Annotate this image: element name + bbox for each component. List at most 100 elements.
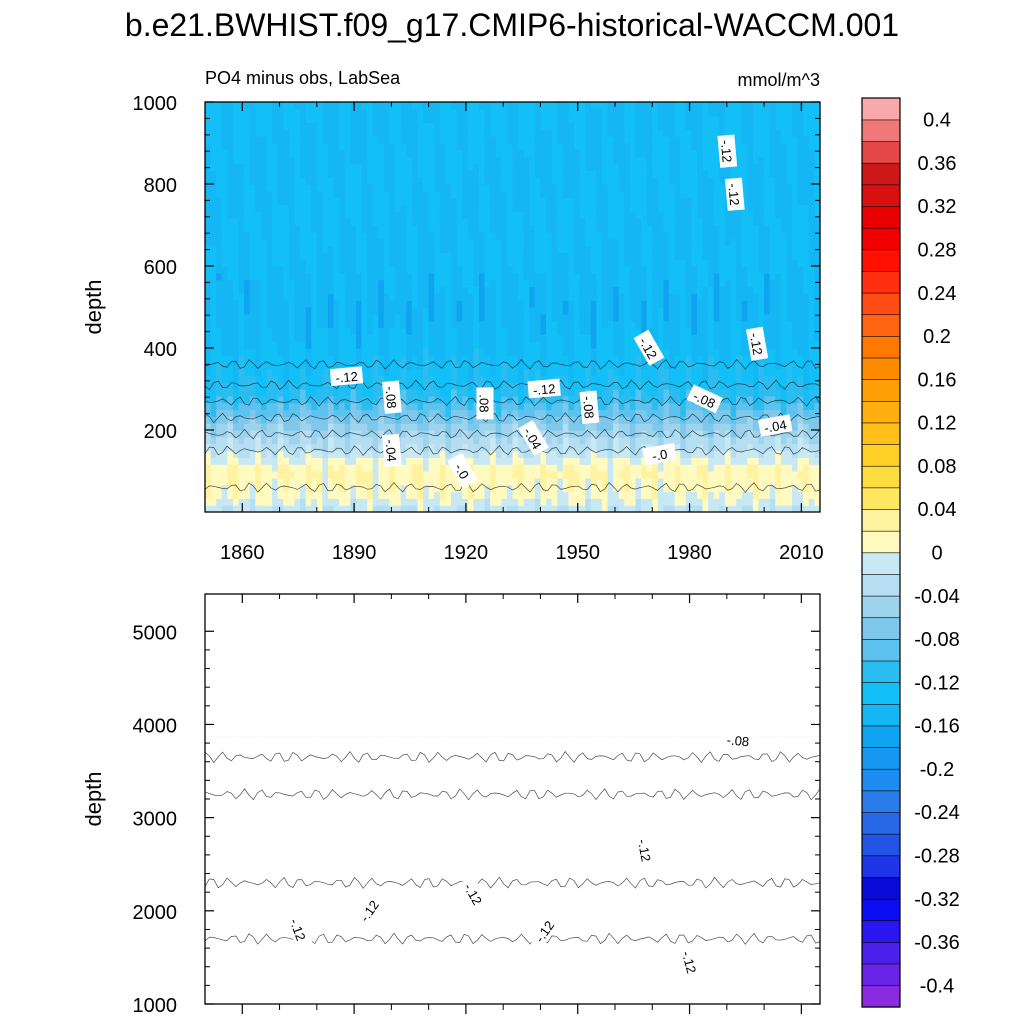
field-cell: [406, 423, 413, 431]
field-cell: [568, 450, 575, 458]
field-cell: [283, 450, 290, 458]
field-cell: [210, 382, 217, 390]
field-cell: [473, 177, 480, 185]
field-cell: [400, 163, 407, 171]
field-cell: [216, 361, 223, 370]
field-cell: [216, 443, 223, 452]
field-cell: [473, 484, 480, 493]
field-cell: [316, 327, 324, 335]
field-cell: [596, 307, 603, 315]
field-cell: [216, 341, 223, 349]
field-cell: [411, 115, 419, 124]
field-cell: [260, 218, 268, 226]
field-cell: [221, 177, 228, 185]
field-cell: [540, 238, 547, 247]
field-cell: [568, 389, 575, 397]
field-cell: [618, 170, 625, 178]
field-cell: [663, 136, 670, 144]
field-cell: [300, 102, 307, 110]
field-cell: [238, 389, 245, 397]
field-cell: [551, 450, 558, 458]
field-cell: [495, 136, 502, 144]
field-cell: [205, 368, 212, 376]
field-cell: [232, 436, 240, 445]
field-cell: [613, 286, 620, 294]
field-cell: [378, 129, 385, 137]
field-cell: [462, 348, 469, 356]
field-cell: [355, 334, 363, 342]
field-cell: [529, 238, 536, 247]
field-cell: [646, 136, 653, 144]
field-cell: [249, 389, 256, 397]
field-cell: [205, 170, 212, 178]
field-cell: [439, 102, 447, 110]
field-cell: [601, 354, 609, 363]
field-cell: [411, 108, 419, 117]
field-cell: [244, 409, 251, 417]
field-cell: [227, 368, 234, 376]
field-cell: [540, 334, 547, 342]
field-cell: [266, 477, 273, 486]
field-cell: [462, 505, 469, 512]
field-cell: [629, 231, 637, 240]
field-cell: [255, 436, 262, 445]
field-cell: [294, 348, 301, 356]
field-cell: [316, 484, 324, 493]
field-cell: [601, 143, 609, 151]
field-cell: [389, 170, 396, 178]
field-cell: [328, 259, 335, 267]
field-cell: [316, 300, 324, 308]
field-cell: [210, 211, 217, 219]
field-cell: [277, 136, 284, 144]
field-cell: [557, 443, 564, 452]
field-cell: [562, 149, 570, 158]
field-cell: [456, 218, 463, 226]
field-cell: [456, 505, 463, 512]
field-cell: [462, 272, 469, 281]
field-cell: [249, 402, 256, 411]
field-cell: [512, 341, 519, 349]
field-cell: [629, 471, 637, 479]
field-cell: [383, 204, 391, 212]
field-cell: [484, 348, 491, 356]
field-cell: [523, 115, 530, 124]
field-cell: [590, 170, 597, 178]
field-cell: [372, 259, 379, 267]
field-cell: [294, 436, 301, 445]
field-cell: [227, 136, 234, 144]
field-cell: [540, 170, 547, 178]
field-cell: [540, 375, 547, 383]
field-cell: [367, 505, 374, 512]
field-cell: [557, 225, 564, 233]
field-cell: [657, 115, 665, 124]
field-cell: [305, 505, 312, 512]
field-cell: [523, 491, 530, 499]
field-cell: [596, 143, 603, 151]
field-cell: [467, 266, 474, 274]
field-cell: [205, 252, 212, 260]
field-cell: [300, 334, 307, 342]
field-cell: [288, 184, 296, 192]
field-cell: [568, 477, 575, 486]
field-cell: [635, 348, 642, 356]
field-cell: [473, 129, 480, 137]
field-cell: [355, 320, 363, 329]
field-cell: [467, 436, 474, 445]
field-cell: [378, 505, 385, 512]
field-cell: [272, 327, 279, 335]
field-cell: [216, 238, 223, 247]
field-cell: [624, 286, 631, 294]
field-cell: [546, 266, 553, 274]
field-cell: [585, 293, 592, 301]
field-cell: [512, 430, 519, 438]
field-cell: [495, 238, 502, 247]
field-cell: [568, 361, 575, 370]
field-cell: [221, 136, 228, 144]
field-cell: [506, 334, 514, 342]
field-cell: [316, 423, 324, 431]
field-cell: [579, 293, 586, 301]
field-cell: [473, 170, 480, 178]
field-cell: [534, 259, 542, 267]
field-cell: [557, 320, 564, 329]
field-cell: [669, 436, 676, 445]
